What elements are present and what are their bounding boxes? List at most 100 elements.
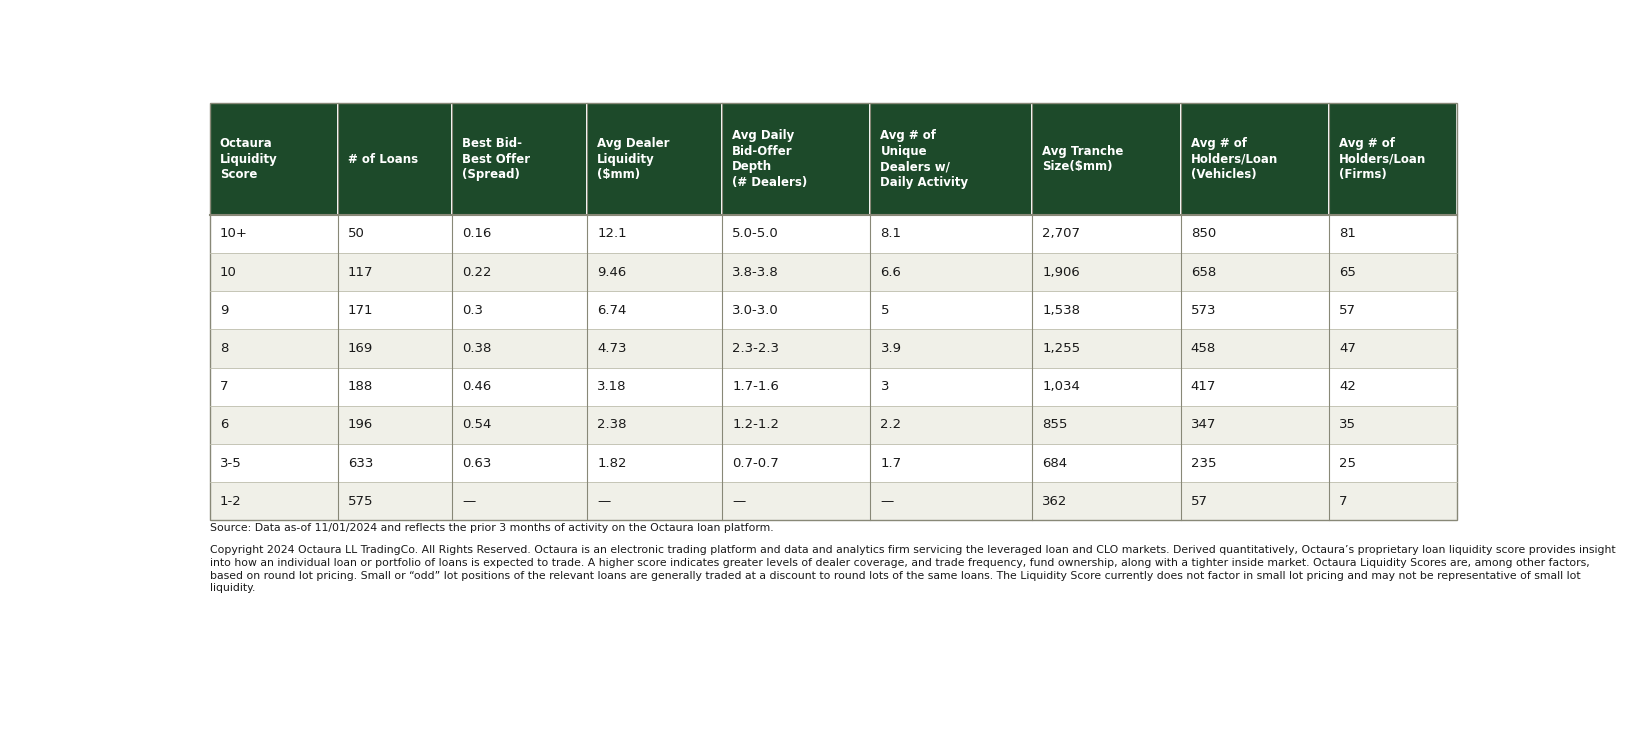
Text: 6: 6 (220, 418, 228, 431)
Text: Copyright 2024 Octaura LL TradingCo. All Rights Reserved. Octaura is an electron: Copyright 2024 Octaura LL TradingCo. All… (210, 545, 1615, 594)
Text: 0.16: 0.16 (462, 227, 491, 240)
Bar (1033, 214, 1180, 253)
Text: 5: 5 (881, 303, 889, 317)
Bar (1033, 329, 1180, 367)
Text: 658: 658 (1190, 266, 1216, 278)
Text: 0.63: 0.63 (462, 456, 491, 470)
Text: 0.38: 0.38 (462, 342, 491, 355)
Text: 3-5: 3-5 (220, 456, 241, 470)
Bar (452, 103, 587, 214)
Text: 575: 575 (348, 495, 374, 508)
Bar (587, 291, 722, 329)
Text: 57: 57 (1340, 303, 1356, 317)
Bar (587, 103, 722, 214)
Bar (1033, 482, 1180, 520)
Text: 5.0-5.0: 5.0-5.0 (732, 227, 779, 240)
Text: 1.7: 1.7 (881, 456, 902, 470)
Text: 10+: 10+ (220, 227, 247, 240)
Bar (1033, 253, 1180, 291)
Text: Avg # of
Unique
Dealers w/
Daily Activity: Avg # of Unique Dealers w/ Daily Activit… (881, 129, 969, 188)
Text: 7: 7 (220, 380, 228, 393)
Bar (452, 253, 587, 291)
Bar (722, 406, 870, 444)
Text: 458: 458 (1190, 342, 1216, 355)
Bar (722, 329, 870, 367)
Text: 196: 196 (348, 418, 372, 431)
Bar (870, 444, 1033, 482)
Text: 9: 9 (220, 303, 228, 317)
Bar (722, 103, 870, 214)
Bar (722, 444, 870, 482)
Bar (722, 291, 870, 329)
Text: 9.46: 9.46 (597, 266, 626, 278)
Bar (338, 482, 452, 520)
Bar (722, 482, 870, 520)
Text: —: — (881, 495, 894, 508)
Bar (1033, 406, 1180, 444)
Bar (452, 329, 587, 367)
Bar (210, 214, 338, 253)
Text: 8.1: 8.1 (881, 227, 901, 240)
Text: 850: 850 (1190, 227, 1216, 240)
Text: 35: 35 (1340, 418, 1356, 431)
Text: 169: 169 (348, 342, 372, 355)
Text: 0.7-0.7: 0.7-0.7 (732, 456, 779, 470)
Bar (722, 367, 870, 406)
Text: 1,538: 1,538 (1042, 303, 1080, 317)
Text: 25: 25 (1340, 456, 1356, 470)
Text: 65: 65 (1340, 266, 1356, 278)
Bar (452, 444, 587, 482)
Bar (1180, 406, 1328, 444)
Bar (1328, 291, 1457, 329)
Bar (210, 329, 338, 367)
Text: 347: 347 (1190, 418, 1216, 431)
Text: 0.46: 0.46 (462, 380, 491, 393)
Bar (1180, 367, 1328, 406)
Text: Avg # of
Holders/Loan
(Firms): Avg # of Holders/Loan (Firms) (1340, 137, 1426, 181)
Text: 117: 117 (348, 266, 374, 278)
Text: 2.2: 2.2 (881, 418, 902, 431)
Text: 6.6: 6.6 (881, 266, 901, 278)
Text: 1.2-1.2: 1.2-1.2 (732, 418, 779, 431)
Text: 4.73: 4.73 (597, 342, 626, 355)
Bar (1180, 214, 1328, 253)
Text: 417: 417 (1190, 380, 1216, 393)
Text: 1-2: 1-2 (220, 495, 241, 508)
Bar (210, 291, 338, 329)
Text: —: — (732, 495, 745, 508)
Bar (1328, 329, 1457, 367)
Text: 684: 684 (1042, 456, 1067, 470)
Text: 235: 235 (1190, 456, 1216, 470)
Text: 57: 57 (1190, 495, 1208, 508)
Text: 3: 3 (881, 380, 889, 393)
Bar (452, 214, 587, 253)
Text: 42: 42 (1340, 380, 1356, 393)
Bar (870, 291, 1033, 329)
Text: 633: 633 (348, 456, 372, 470)
Bar (338, 103, 452, 214)
Bar (210, 103, 338, 214)
Bar (587, 367, 722, 406)
Bar (210, 406, 338, 444)
Bar (1328, 482, 1457, 520)
Bar (452, 291, 587, 329)
Bar (1033, 291, 1180, 329)
Bar (1328, 253, 1457, 291)
Text: # of Loans: # of Loans (348, 153, 418, 165)
Bar (870, 367, 1033, 406)
Text: 50: 50 (348, 227, 364, 240)
Text: Avg Daily
Bid-Offer
Depth
(# Dealers): Avg Daily Bid-Offer Depth (# Dealers) (732, 129, 808, 188)
Text: 0.54: 0.54 (462, 418, 491, 431)
Bar (1033, 103, 1180, 214)
Text: Avg # of
Holders/Loan
(Vehicles): Avg # of Holders/Loan (Vehicles) (1190, 137, 1278, 181)
Bar (870, 103, 1033, 214)
Bar (338, 406, 452, 444)
Text: 188: 188 (348, 380, 372, 393)
Bar (1180, 482, 1328, 520)
Text: 1.7-1.6: 1.7-1.6 (732, 380, 779, 393)
Text: 362: 362 (1042, 495, 1068, 508)
Text: 855: 855 (1042, 418, 1068, 431)
Bar (210, 253, 338, 291)
Text: 1.82: 1.82 (597, 456, 626, 470)
Bar (870, 253, 1033, 291)
